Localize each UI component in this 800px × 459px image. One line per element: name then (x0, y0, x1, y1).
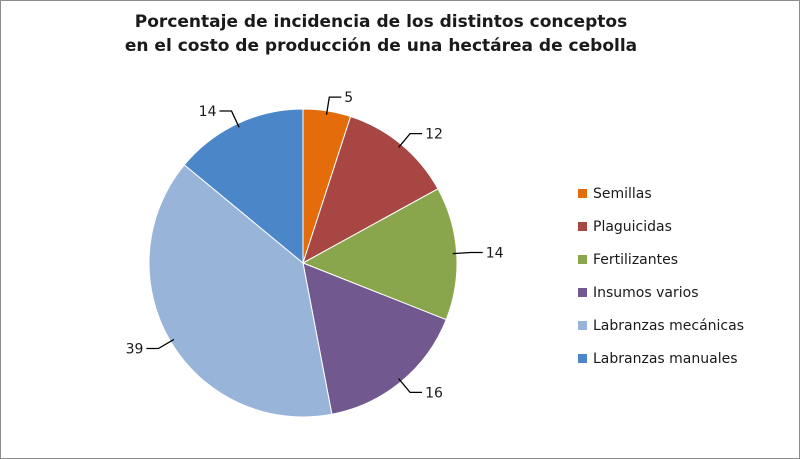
leader-line (219, 110, 240, 128)
leader-line (398, 378, 423, 394)
legend-label: Insumos varios (593, 284, 699, 301)
legend-item: Insumos varios (578, 276, 744, 309)
chart-title-line-2: en el costo de producción de una hectáre… (124, 36, 638, 56)
data-label: 5 (344, 90, 353, 106)
legend-item: Semillas (578, 177, 744, 210)
legend-label: Labranzas mecánicas (593, 317, 745, 334)
leader-line (398, 132, 423, 148)
data-label: 14 (199, 104, 217, 120)
pie-slices (148, 108, 458, 418)
legend-label: Fertilizantes (593, 251, 679, 268)
legend-item: Labranzas manuales (578, 342, 744, 375)
leader-line (452, 251, 483, 255)
legend-label: Semillas (593, 185, 652, 202)
pie-data-labels: 5 12 14 16 39 14 (126, 90, 504, 401)
legend-item: Plaguicidas (578, 210, 744, 243)
legend-label: Plaguicidas (593, 218, 672, 235)
data-label: 12 (425, 127, 443, 143)
leader-line (325, 96, 342, 115)
legend-swatch (578, 354, 587, 363)
legend-swatch (578, 321, 587, 330)
legend-swatch (578, 189, 587, 198)
legend-swatch (578, 222, 587, 231)
chart-legend: Semillas Plaguicidas Fertilizantes Insumos … (578, 177, 744, 375)
legend-swatch (578, 255, 587, 264)
data-label: 14 (486, 246, 504, 262)
legend-label: Labranzas manuales (593, 350, 738, 367)
legend-item: Labranzas mecánicas (578, 309, 744, 342)
legend-swatch (578, 288, 587, 297)
legend-item: Fertilizantes (578, 243, 744, 276)
chart-title: Porcentaje de incidencia de los distinto… (1, 10, 761, 58)
pie-leader-lines (146, 96, 483, 394)
chart-title-line-1: Porcentaje de incidencia de los distinto… (134, 12, 628, 32)
data-label: 39 (126, 342, 144, 358)
data-label: 16 (425, 385, 443, 401)
leader-line (146, 338, 175, 350)
